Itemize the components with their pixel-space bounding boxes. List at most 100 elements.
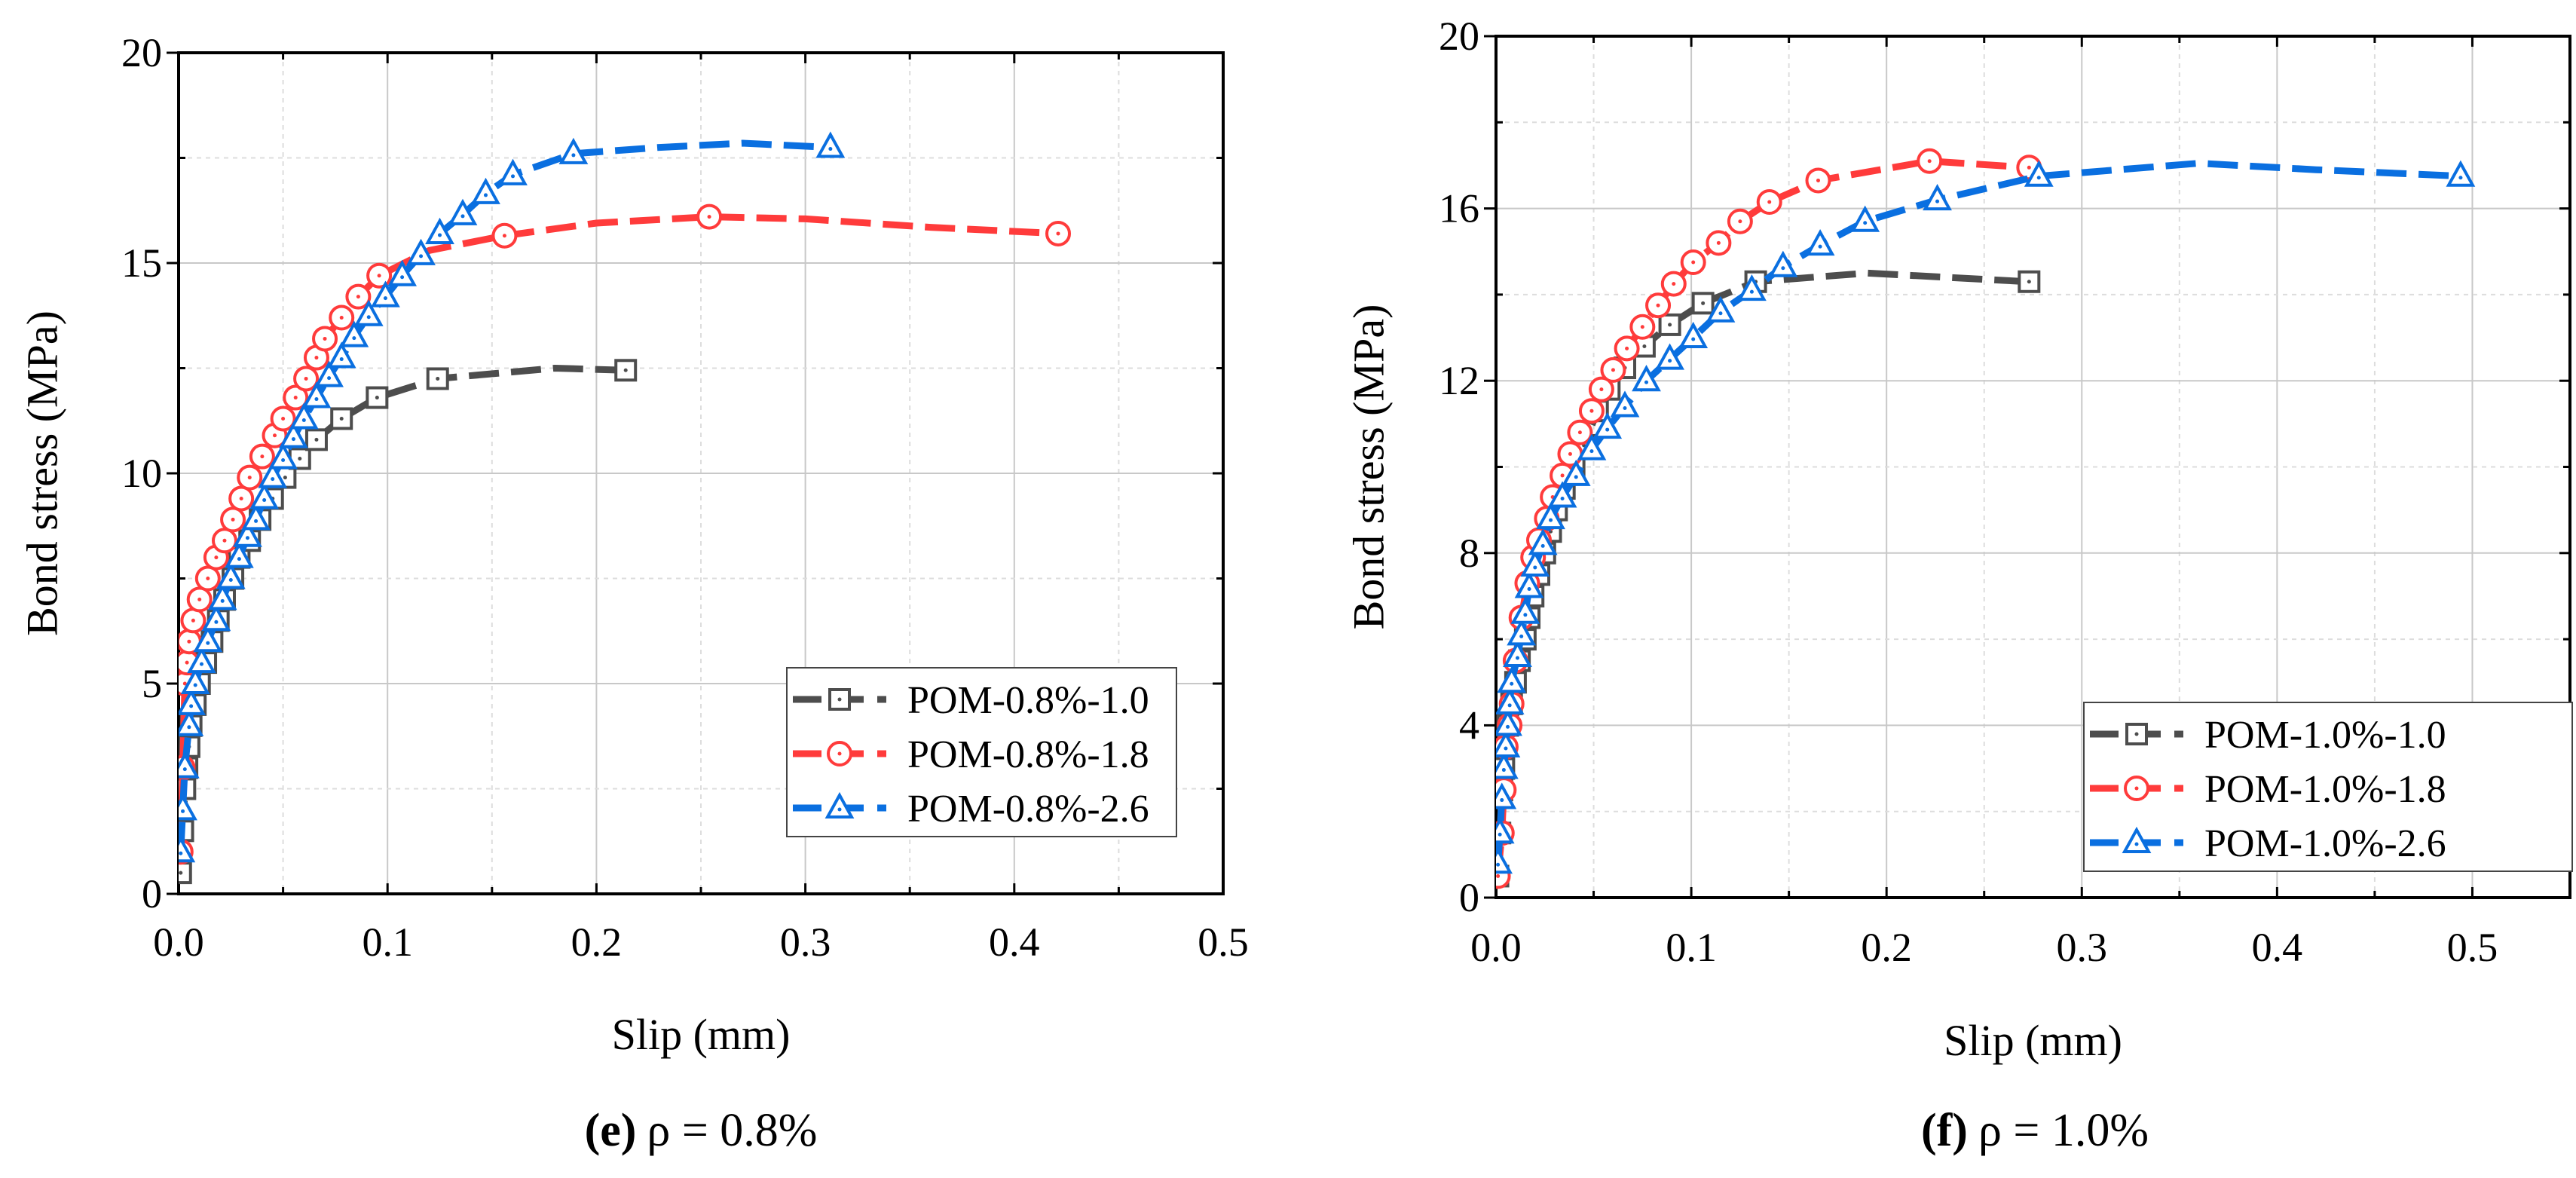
marker-center-dot: [179, 870, 183, 875]
caption-label: (e): [585, 1105, 637, 1156]
marker-center-dot: [1560, 497, 1565, 501]
marker-center-dot: [1533, 565, 1537, 570]
marker-center-dot: [1523, 613, 1528, 617]
marker-center-dot: [2027, 165, 2031, 170]
data-point-marker: [241, 503, 271, 531]
marker-center-dot: [375, 396, 379, 400]
marker-center-dot: [187, 725, 191, 730]
data-point-marker: [233, 520, 262, 547]
marker-center-dot: [1605, 427, 1610, 432]
marker-center-dot: [1549, 518, 1553, 522]
marker-center-dot: [2458, 176, 2463, 180]
marker-center-dot: [828, 147, 833, 151]
marker-center-dot: [1644, 380, 1648, 384]
marker-center-dot: [1574, 475, 1578, 479]
marker-center-dot: [2134, 732, 2139, 736]
marker-center-dot: [1691, 337, 1696, 341]
marker-center-dot: [281, 457, 286, 462]
marker-center-dot: [1501, 768, 1506, 773]
x-tick-label: 0.5: [1198, 919, 1249, 965]
marker-center-dot: [707, 215, 711, 219]
data-point-marker: [1528, 528, 1558, 555]
data-point-marker: [1632, 365, 1661, 392]
data-point-marker: [1850, 205, 1880, 232]
data-point-marker: [2024, 160, 2054, 187]
chart-0: 0.0 0.1 0.2 0.3 0.4 0.5 0 5 10 15 20 Slip (mm) Bond …: [17, 30, 1248, 1156]
marker-center-dot: [1816, 178, 1820, 182]
chart-caption: (f) ρ = 1.0%: [1921, 1105, 2149, 1156]
data-point-marker: [301, 381, 332, 408]
marker-center-dot: [301, 418, 306, 422]
marker-center-dot: [511, 174, 516, 179]
data-point-marker: [1496, 687, 1525, 714]
series-line: [179, 365, 626, 874]
marker-center-dot: [1519, 634, 1524, 638]
marker-center-dot: [460, 214, 465, 219]
data-point-marker: [1737, 274, 1767, 301]
data-point-marker: [179, 709, 204, 736]
marker-center-dot: [502, 234, 506, 238]
data-point-marker: [1507, 619, 1537, 646]
data-point-marker: [1610, 390, 1640, 418]
marker-center-dot: [2134, 786, 2139, 791]
marker-center-dot: [2036, 176, 2041, 180]
series-POM-1.0%-2.6: [1496, 160, 2476, 874]
chart-caption: (e) ρ = 0.8%: [585, 1105, 818, 1156]
marker-center-dot: [1625, 346, 1629, 350]
y-tick-label: 0: [1459, 875, 1479, 920]
marker-center-dot: [339, 316, 344, 320]
marker-center-dot: [185, 660, 189, 665]
marker-center-dot: [182, 767, 187, 772]
marker-center-dot: [193, 683, 197, 687]
marker-center-dot: [1498, 832, 1502, 837]
marker-center-dot: [1568, 451, 1572, 456]
marker-center-dot: [298, 456, 302, 460]
y-tick-label: 20: [1439, 14, 1479, 59]
data-point-marker: [1561, 459, 1591, 486]
marker-center-dot: [1560, 473, 1565, 478]
marker-center-dot: [1738, 219, 1742, 224]
y-axis-label: Bond stress (MPa): [17, 311, 66, 636]
data-point-marker: [1496, 847, 1513, 874]
marker-center-dot: [314, 437, 319, 442]
series-POM-0.8%-1.0: [179, 359, 638, 885]
marker-center-dot: [327, 376, 332, 381]
marker-center-dot: [2027, 280, 2031, 284]
data-point-marker: [207, 583, 237, 610]
data-point-marker: [448, 198, 478, 225]
data-point-marker: [1520, 549, 1550, 577]
marker-center-dot: [314, 397, 319, 402]
marker-center-dot: [220, 598, 225, 603]
marker-center-dot: [179, 851, 183, 855]
data-point-marker: [1592, 412, 1623, 439]
data-point-marker: [2446, 160, 2476, 187]
x-tick-label: 0.1: [1666, 925, 1717, 970]
marker-center-dot: [1656, 303, 1660, 308]
data-point-marker: [1496, 709, 1522, 736]
data-point-marker: [471, 177, 500, 204]
data-point-marker: [1706, 295, 1736, 323]
data-point-marker: [179, 836, 196, 863]
series-line: [1496, 158, 2030, 877]
legend-label: POM-1.0%-1.8: [2204, 768, 2446, 811]
data-point-marker: [1496, 730, 1521, 757]
marker-center-dot: [1056, 231, 1060, 236]
plot-frame: [177, 51, 1225, 895]
marker-center-dot: [291, 437, 295, 442]
x-tick-label: 0.3: [780, 919, 831, 965]
marker-center-dot: [222, 538, 227, 543]
data-point-marker: [558, 137, 589, 164]
marker-center-dot: [1611, 368, 1615, 372]
marker-center-dot: [1691, 260, 1696, 265]
data-point-marker: [1536, 502, 1565, 530]
legend-marker-square: [2125, 723, 2148, 745]
marker-center-dot: [1599, 387, 1604, 392]
legend-label: POM-0.8%-2.6: [907, 788, 1149, 831]
marker-center-dot: [1818, 244, 1822, 249]
marker-center-dot: [623, 368, 628, 372]
y-tick-label: 12: [1439, 358, 1479, 403]
marker-center-dot: [419, 254, 424, 259]
marker-center-dot: [293, 396, 298, 400]
marker-center-dot: [1504, 746, 1508, 751]
marker-center-dot: [239, 496, 243, 500]
